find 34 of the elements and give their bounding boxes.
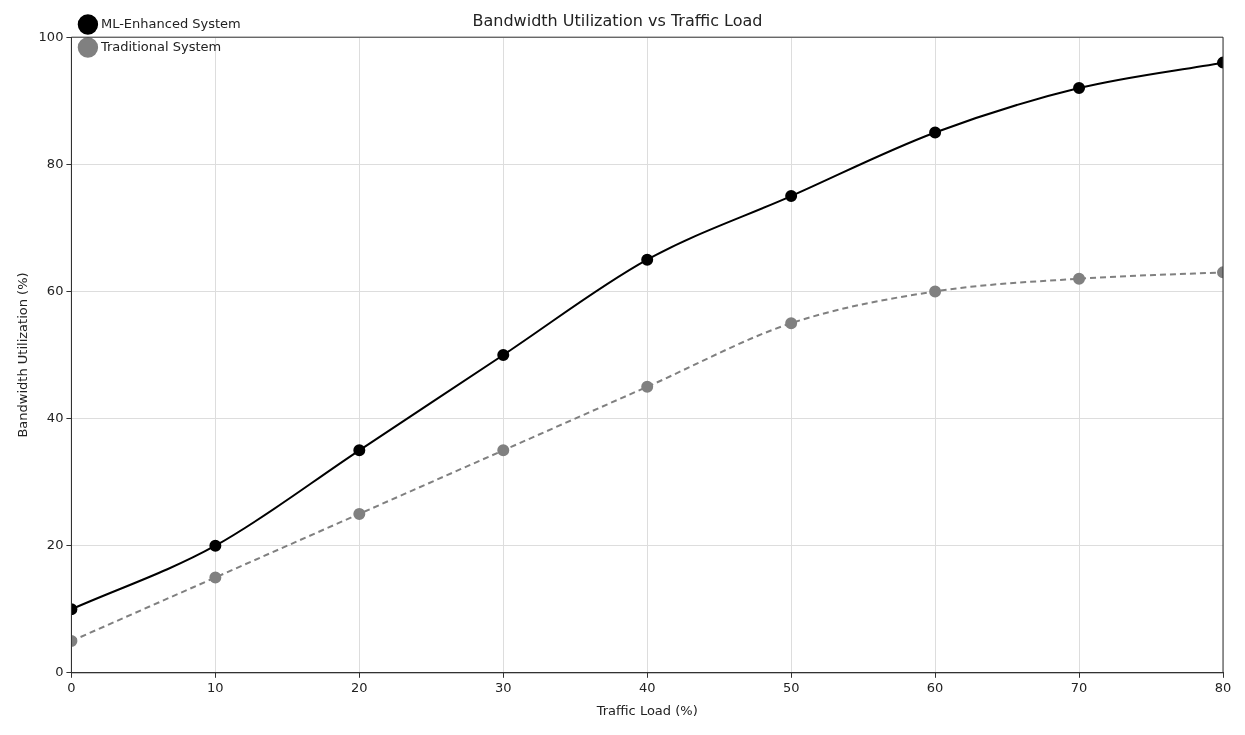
- x-tick-label: 70: [1070, 679, 1088, 695]
- point: [497, 444, 510, 457]
- legend-label: ML-Enhanced System: [100, 15, 241, 31]
- point: [929, 126, 942, 139]
- point: [353, 507, 366, 520]
- chart-title: Bandwidth Utilization vs Traffic Load: [472, 10, 763, 30]
- point: [641, 253, 654, 266]
- point: [1073, 272, 1086, 285]
- y-tick-label: 20: [46, 537, 64, 553]
- point: [641, 380, 654, 393]
- legend-label: Traditional System: [99, 38, 222, 54]
- x-tick-label: 30: [494, 679, 512, 695]
- y-tick-label: 40: [46, 409, 64, 425]
- y-tick-label: 100: [38, 28, 64, 44]
- y-tick-label: 80: [46, 155, 64, 171]
- x-tick-label: 20: [351, 679, 368, 695]
- point: [209, 571, 222, 584]
- point: [785, 317, 798, 330]
- point: [929, 285, 942, 298]
- x-tick-label: 50: [782, 679, 800, 695]
- x-tick-label: 10: [207, 679, 224, 695]
- x-tick-label: 80: [1214, 679, 1232, 695]
- x-tick-label: 60: [926, 679, 944, 695]
- y-tick-label: 60: [46, 282, 64, 298]
- point: [497, 349, 510, 361]
- point: [1073, 82, 1086, 95]
- x-tick-label: 40: [638, 679, 656, 695]
- point: [209, 539, 222, 552]
- x-axis-title: Traffic Load (%): [595, 702, 698, 718]
- y-axis-title: Bandwidth Utilization (%): [15, 272, 31, 438]
- y-tick-label: 0: [55, 664, 64, 680]
- x-tick-label: 0: [67, 679, 76, 695]
- point: [353, 444, 366, 457]
- point: [785, 190, 798, 203]
